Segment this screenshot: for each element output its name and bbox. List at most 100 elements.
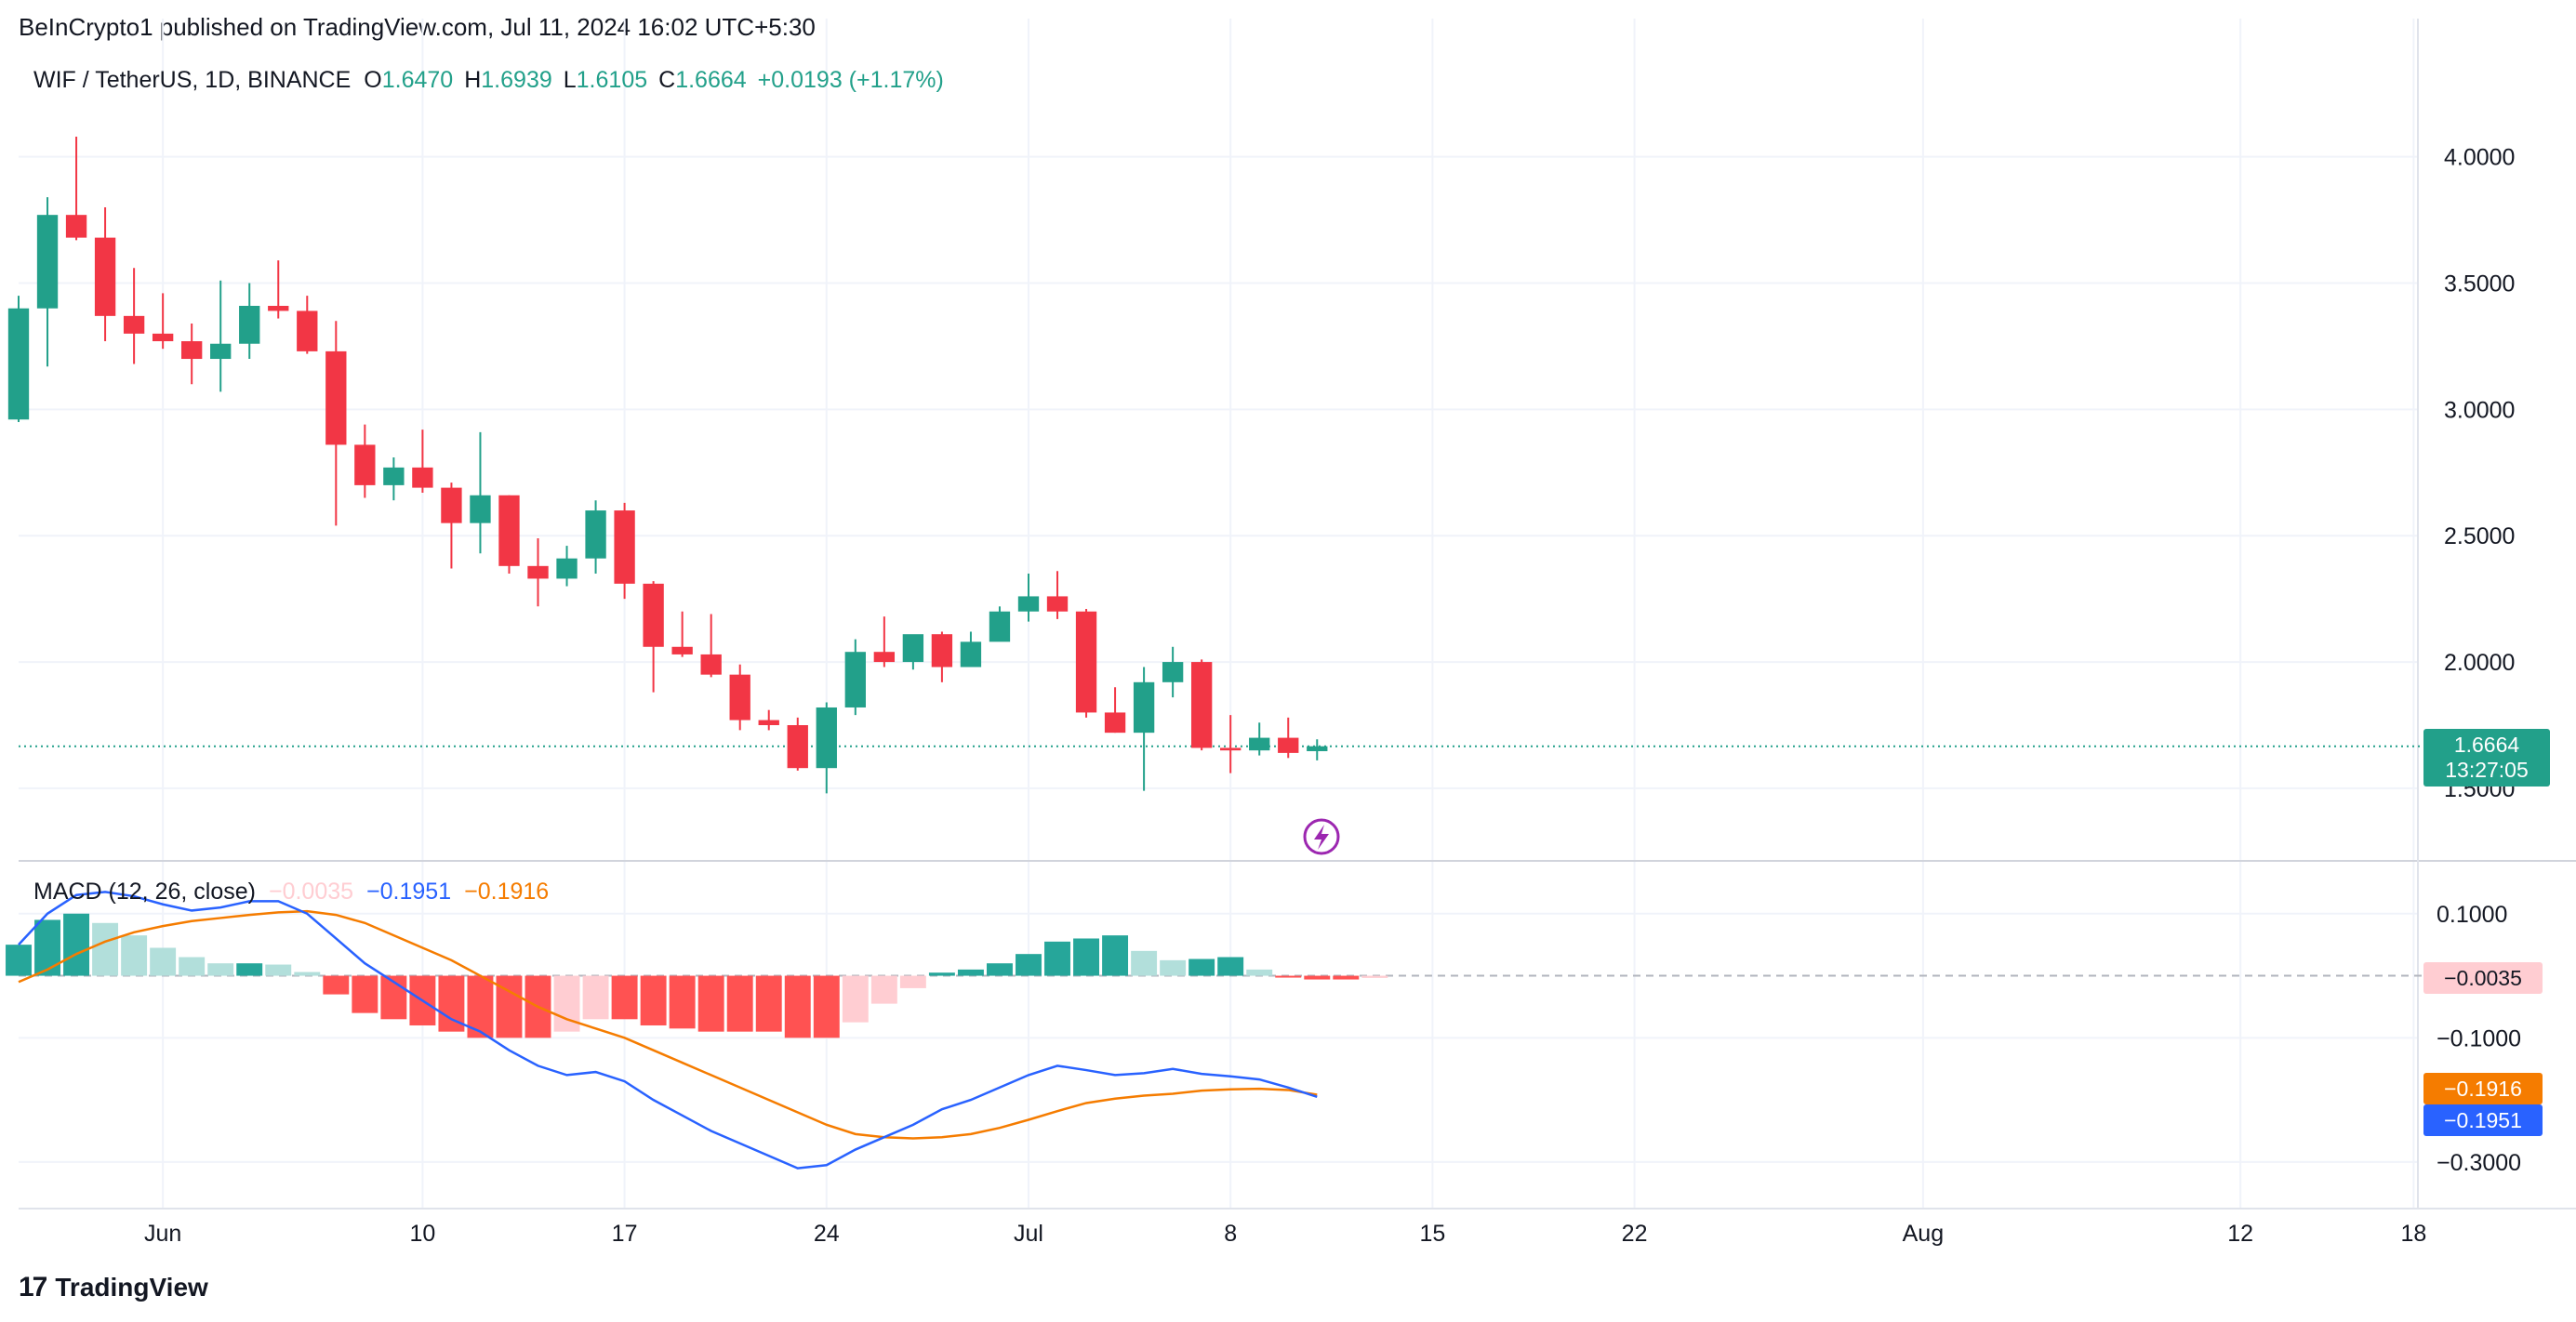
time-tick-label: Jun [144, 1221, 181, 1247]
histogram-bar [1246, 969, 1273, 976]
tradingview-logo[interactable]: 17 TradingView [19, 1272, 208, 1303]
candle-body [873, 652, 896, 663]
candle-body [1104, 712, 1126, 734]
macd-tick-label: −0.3000 [2437, 1150, 2521, 1176]
histogram-bar [1131, 950, 1158, 976]
symbol-label: WIF / TetherUS, 1D, BINANCE [33, 67, 351, 93]
candle-body [470, 495, 491, 523]
low-value: 1.6105 [577, 67, 647, 93]
candle-body [527, 565, 549, 579]
histogram-bar [1044, 941, 1070, 976]
candle-body [931, 634, 953, 668]
svg-text:−0.0035: −0.0035 [2444, 966, 2522, 990]
histogram-bar [323, 975, 350, 995]
histogram-bar [899, 975, 926, 988]
time-tick-label: Jul [1014, 1221, 1043, 1247]
histogram-bar [6, 945, 32, 976]
open-value: 1.6470 [382, 67, 453, 93]
last-price-value: 1.6664 [2454, 733, 2520, 757]
macd-line [18, 891, 1318, 1170]
macd-hist-tag: −0.0035 [2423, 962, 2543, 994]
histogram-bar [755, 975, 782, 1032]
close-label: C [658, 67, 675, 93]
histogram-bar [669, 975, 696, 1029]
publisher-caption: BeInCrypto1 published on TradingView.com… [19, 13, 816, 41]
close-value: 1.6664 [675, 67, 747, 93]
brand-name: TradingView [55, 1273, 208, 1302]
macd-tick-label: 0.1000 [2437, 902, 2507, 928]
candle-body [94, 237, 116, 316]
candle-body [816, 707, 837, 769]
grid-lines [19, 19, 2576, 1210]
histogram-bar [294, 972, 321, 976]
candle-body [787, 725, 808, 769]
lightning-icon[interactable] [1303, 818, 1340, 855]
macd-signal-tag: −0.1916 [2423, 1073, 2543, 1104]
histogram-bar [640, 975, 667, 1025]
candle-body [614, 510, 635, 584]
histogram-bar [34, 919, 60, 976]
histogram-bar [928, 972, 955, 976]
histogram-bar [611, 975, 638, 1020]
candle-body [441, 487, 462, 523]
signal-line [18, 909, 1318, 1140]
candle-body [1307, 746, 1328, 751]
time-tick-label: 15 [1419, 1221, 1445, 1247]
candle-body [123, 315, 145, 334]
candle-body [498, 495, 520, 566]
candle-body [729, 674, 750, 720]
macd-legend: MACD (12, 26, close) −0.0035 −0.1951 −0.191… [33, 879, 549, 905]
macd-lines [18, 891, 1318, 1170]
histogram-bar [1188, 958, 1215, 976]
histogram-bar [352, 975, 378, 1013]
time-tick-label: 18 [2400, 1221, 2426, 1247]
candlestick-series [7, 136, 1328, 794]
candle-body [643, 583, 664, 647]
time-tick-label: 22 [1622, 1221, 1648, 1247]
candle-body [1220, 747, 1242, 751]
candle-body [1133, 681, 1155, 734]
histogram-bar [265, 964, 292, 976]
last-price-tag: 1.6664 13:27:05 [2423, 729, 2550, 787]
histogram-bar [1304, 975, 1331, 980]
histogram-bar [1016, 954, 1042, 976]
candle-body [180, 341, 203, 360]
time-tick-label: 10 [409, 1221, 435, 1247]
candle-body [758, 720, 779, 725]
candle-body [1017, 596, 1040, 612]
histogram-bar [986, 963, 1013, 976]
candle-body [700, 654, 722, 675]
time-axis: Jun 10 17 24 Jul 8 15 22 Aug 12 18 [144, 1221, 2426, 1247]
price-tick-label: 3.5000 [2444, 271, 2515, 297]
bar-countdown: 13:27:05 [2445, 758, 2529, 782]
histogram-bar [1361, 975, 1388, 978]
histogram-bar [582, 975, 609, 1020]
histogram-bar [957, 969, 984, 976]
macd-signal-value: −0.1916 [464, 879, 549, 905]
candle-body [65, 215, 87, 238]
candle-body [585, 510, 606, 559]
candle-body [239, 305, 260, 344]
candle-body [989, 611, 1011, 642]
candle-body [671, 646, 693, 654]
svg-text:−0.1951: −0.1951 [2444, 1108, 2522, 1132]
candle-body [297, 311, 318, 351]
histogram-bar [813, 975, 840, 1038]
histogram-bar [92, 922, 119, 976]
price-legend: WIF / TetherUS, 1D, BINANCE O1.6470 H1.693… [33, 67, 944, 93]
high-label: H [464, 67, 481, 93]
price-tick-label: 2.5000 [2444, 523, 2515, 549]
candle-body [325, 350, 347, 445]
macd-histogram [6, 913, 1388, 1038]
histogram-bar [1275, 975, 1302, 978]
tv-logo-icon: 17 [19, 1272, 47, 1302]
candle-body [268, 305, 289, 311]
high-value: 1.6939 [481, 67, 551, 93]
histogram-bar [697, 975, 724, 1032]
macd-title: MACD (12, 26, close) [33, 879, 256, 905]
candle-body [354, 444, 376, 485]
candle-body [210, 343, 232, 360]
macd-tick-label: −0.1000 [2437, 1025, 2521, 1051]
